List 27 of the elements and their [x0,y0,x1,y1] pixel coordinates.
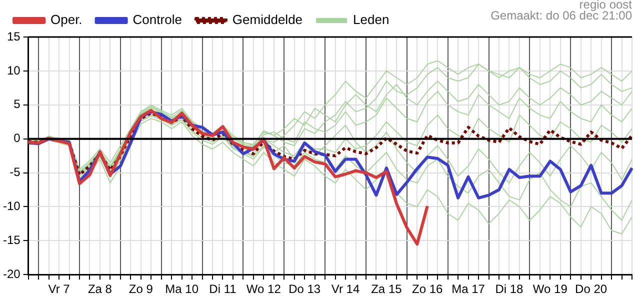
text: regio oost [579,0,633,12]
legend-label: Oper. [50,12,82,28]
x-tick-label: Do 20 [575,282,608,296]
x-tick-label: Wo 19 [532,282,568,296]
y-tick-label: -20 [3,266,21,281]
x-tick-label: Ma 17 [452,282,486,296]
x-tick-label: Za 8 [88,282,112,296]
x-tick-label: Zo 16 [412,282,444,296]
y-tick-label: 15 [6,29,21,44]
x-tick-label: Do 13 [288,282,321,296]
x-tick-label: Za 15 [371,282,402,296]
legend-label: Controle [132,12,182,28]
x-tick-label: Di 18 [495,282,524,296]
x-tick-label: Zo 9 [128,282,154,296]
y-tick-label: 5 [14,97,21,112]
y-tick-label: -15 [3,232,21,247]
x-tick-label: Vr 14 [331,282,360,296]
y-tick-label: -10 [3,199,21,214]
y-tick-label: 0 [14,131,21,146]
legend-label: Gemiddelde [232,12,303,28]
x-tick-label: Wo 12 [246,282,282,296]
y-tick-label: -5 [10,165,21,180]
x-tick-label: Di 11 [209,282,237,296]
x-tick-label: Ma 10 [165,282,199,296]
y-tick-label: 10 [6,63,21,78]
legend-label: Leden [353,12,390,28]
x-tick-label: Vr 7 [48,282,70,296]
